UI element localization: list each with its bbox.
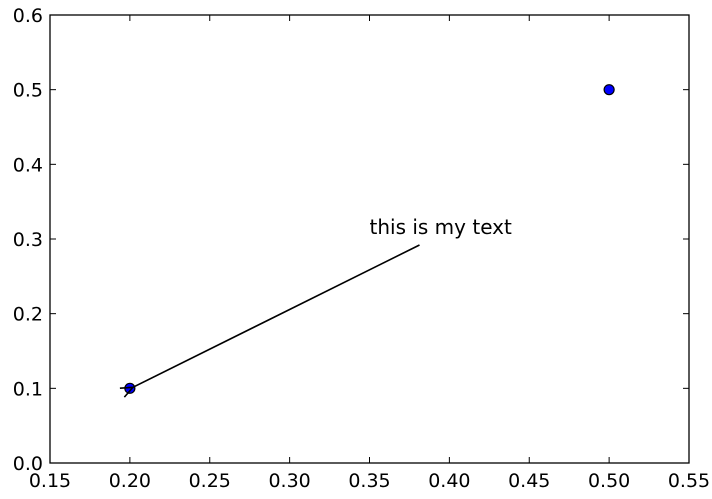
annotation-arrow <box>133 244 420 387</box>
x-tick-label: 0.40 <box>428 470 470 492</box>
y-tick-label: 0.5 <box>13 80 43 102</box>
x-tick-label: 0.25 <box>189 470 231 492</box>
y-tick-label: 0.2 <box>13 304 43 326</box>
y-tick-label: 0.4 <box>13 154 43 176</box>
y-tick-label: 0.6 <box>13 5 43 27</box>
x-tick-label: 0.35 <box>348 470 390 492</box>
y-tick-label: 0.1 <box>13 378 43 400</box>
x-tick-label: 0.20 <box>109 470 151 492</box>
plot-frame <box>49 14 690 464</box>
x-tick-label: 0.15 <box>29 470 71 492</box>
plot-area <box>49 14 690 464</box>
y-axis: 0.0 0.1 0.2 0.3 0.4 0.5 0.6 <box>13 5 689 475</box>
y-tick-label: 0.3 <box>13 229 43 251</box>
annotations: this is my text <box>133 215 512 387</box>
data-point <box>603 84 615 96</box>
y-tick-label: 0.0 <box>13 453 43 475</box>
x-tick-label: 0.55 <box>668 470 710 492</box>
data-point <box>124 382 136 394</box>
annotation-text: this is my text <box>370 215 512 239</box>
x-axis: 0.15 0.20 0.25 0.30 0.35 0.40 0.45 0.50 0.55 <box>29 15 710 492</box>
x-tick-label: 0.45 <box>508 470 550 492</box>
x-tick-label: 0.30 <box>268 470 310 492</box>
x-tick-label: 0.50 <box>588 470 630 492</box>
